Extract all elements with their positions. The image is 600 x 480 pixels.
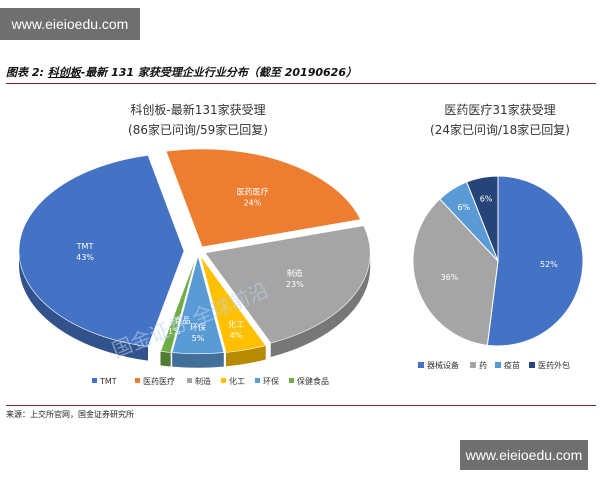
left-slice-name: 环保	[190, 322, 206, 332]
left-legend-swatch	[135, 378, 140, 383]
left-slice-name: 化工	[228, 319, 244, 329]
right-pie-chart: 医药医疗31家获受理 (24家已问询/18家已回复) 52% 36% 6% 6% 器械设备 药…	[412, 102, 584, 370]
right-legend-swatch	[418, 362, 424, 368]
right-legend-label: 医药外包	[538, 360, 570, 370]
left-slice-side	[172, 352, 224, 368]
figure-label: 图表 2:	[6, 66, 44, 79]
left-slice-top	[171, 254, 225, 355]
right-legend-label: 药	[479, 360, 487, 370]
left-legend-label: 环保	[263, 376, 279, 386]
left-slice-top	[160, 255, 197, 353]
left-slice-top	[204, 225, 371, 344]
watermark-top: www.eieioedu.com	[0, 8, 140, 40]
left-legend-label: 医药医疗	[143, 376, 175, 386]
charts-svg: 科创板-最新131家获受理 (86家已问询/59家已回复) TMT 43% 医药医疗 24…	[18, 102, 584, 386]
left-chart-subtitle: (86家已问询/59家已回复)	[128, 122, 268, 137]
left-legend-label: TMT	[99, 377, 117, 386]
right-slice-value: 6%	[457, 203, 470, 212]
left-slice-top	[165, 148, 361, 248]
left-legend-swatch	[255, 378, 260, 383]
figure-title-rest: -最新 131 家获受理企业行业分布（截至 20190626）	[80, 66, 357, 79]
left-pie-chart: 科创板-最新131家获受理 (86家已问询/59家已回复) TMT 43% 医药医疗 24…	[18, 102, 371, 386]
left-slice-name: 医药医疗	[236, 186, 268, 196]
left-slice-value: 1%	[168, 327, 181, 336]
right-chart-subtitle: (24家已问询/18家已回复)	[430, 122, 570, 137]
right-slice-器械设备	[486, 175, 584, 347]
left-legend-label: 化工	[229, 376, 245, 386]
left-slice-side	[270, 253, 371, 357]
chart-area: 科创板-最新131家获受理 (86家已问询/59家已回复) TMT 43% 医药医疗 24…	[0, 86, 600, 406]
figure-title: 图表 2: 科创板-最新 131 家获受理企业行业分布（截至 20190626）	[6, 64, 596, 84]
left-slice-医药医疗	[165, 148, 361, 248]
right-slice-value: 36%	[441, 273, 459, 282]
right-legend-swatch	[495, 362, 501, 368]
left-slice-化工	[199, 255, 267, 367]
left-slice-TMT	[18, 155, 185, 361]
left-slice-name: TMT	[76, 242, 94, 251]
right-slice-value: 52%	[540, 260, 558, 269]
left-slice-side	[19, 251, 149, 361]
source-note: 来源：上交所官网，国金证券研究所	[6, 405, 596, 420]
left-legend-swatch	[221, 378, 226, 383]
right-slice-药	[412, 198, 499, 346]
left-slice-制造	[204, 225, 371, 357]
figure-title-underlined: 科创板	[47, 66, 81, 79]
right-slice-医药外包	[466, 175, 499, 262]
right-chart-title: 医药医疗31家获受理	[444, 102, 555, 117]
left-legend-swatch	[289, 378, 294, 383]
left-slice-环保	[171, 254, 225, 368]
left-slice-value: 5%	[192, 334, 205, 343]
left-legend-label: 保健食品	[297, 376, 329, 386]
left-slice-side	[226, 345, 266, 367]
left-slice-value: 24%	[244, 198, 262, 207]
right-legend-swatch	[529, 362, 535, 368]
right-legend-label: 器械设备	[427, 360, 459, 370]
left-legend-swatch	[187, 378, 192, 383]
left-slice-top	[18, 155, 185, 347]
left-chart-title: 科创板-最新131家获受理	[130, 102, 265, 117]
right-slice-value: 6%	[480, 194, 493, 203]
left-slice-value: 4%	[230, 331, 243, 340]
left-slice-保健食品	[160, 255, 197, 367]
left-legend-swatch	[92, 378, 97, 383]
left-slice-value: 43%	[76, 253, 94, 262]
left-slice-value: 23%	[286, 280, 304, 289]
left-legend-label: 制造	[195, 376, 211, 386]
right-legend-swatch	[470, 362, 476, 368]
right-legend-label: 疫苗	[504, 360, 520, 370]
left-slice-side	[160, 351, 171, 367]
watermark-bottom: www.eieioedu.com	[460, 440, 588, 470]
left-slice-top	[199, 255, 267, 353]
left-slice-name: 保健食品	[158, 315, 190, 325]
left-slice-name: 制造	[287, 268, 303, 278]
